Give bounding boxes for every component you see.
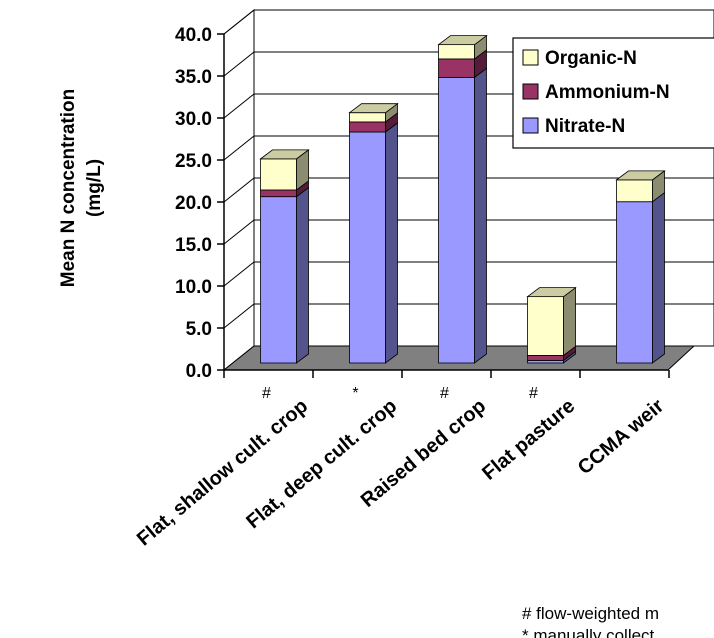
y-tick-label: 25.0: [175, 151, 212, 172]
bar-segment-organic-n: [438, 34, 487, 60]
gridline: [223, 261, 714, 287]
x-category-label: Flat pasture: [478, 395, 579, 485]
x-category-label: Flat, shallow cult. crop: [133, 395, 312, 550]
bar-top: [615, 170, 666, 181]
bar-side: [385, 122, 398, 364]
bar-segment-nitrate-n: [349, 122, 398, 364]
y-tick-label: 30.0: [175, 109, 212, 130]
gridline: [223, 9, 714, 35]
legend-label: Ammonium-N: [545, 82, 670, 103]
bar-segment-organic-n: [527, 286, 576, 357]
category-mark: *: [352, 385, 358, 402]
legend-box: [512, 37, 714, 149]
bar-front: [438, 44, 475, 60]
legend-swatch: [522, 49, 539, 66]
bar-segment-nitrate-n: [438, 67, 487, 364]
bar-segment-nitrate-n: [616, 191, 665, 364]
bar-front: [260, 196, 297, 364]
legend-label: Organic-N: [545, 48, 637, 69]
y-tick-label: 0.0: [186, 361, 212, 382]
x-axis: Flat, shallow cult. crop#Flat, deep cult…: [133, 369, 670, 550]
bar-side: [474, 67, 487, 364]
y-tick-label: 20.0: [175, 193, 212, 214]
bar-segment-organic-n: [260, 149, 309, 191]
bar-side: [296, 186, 309, 364]
bar-front: [438, 58, 475, 78]
bar-front: [527, 296, 564, 356]
legend-swatch: [522, 83, 539, 100]
bar-segment-nitrate-n: [260, 186, 309, 364]
bar-front: [260, 189, 297, 198]
category-mark: #: [262, 385, 271, 402]
x-category-label: Flat, deep cult. crop: [242, 395, 401, 533]
bar-front: [349, 131, 386, 364]
y-axis-label: Mean N concentration (mg/L): [58, 89, 105, 287]
bar-front: [616, 179, 653, 203]
legend-swatch: [522, 117, 539, 134]
footnotes: # flow-weighted m * manually collect: [522, 604, 659, 638]
bar-front: [438, 77, 475, 364]
bar-top: [437, 35, 488, 46]
bar-top: [259, 149, 310, 160]
category-mark: #: [440, 385, 449, 402]
y-axis-label-line2: (mg/L): [84, 159, 105, 217]
bar-front: [616, 201, 653, 364]
bar-side: [563, 286, 576, 357]
footnote-1: # flow-weighted m: [522, 604, 659, 623]
bar-front: [260, 158, 297, 191]
y-tick-label: 5.0: [186, 319, 212, 340]
legend-label: Nitrate-N: [545, 116, 625, 137]
bar-segment-organic-n: [616, 170, 665, 203]
y-axis: 0.0 5.0 10.0 15.0 20.0 25.0 30.0 35.0 40.0: [175, 25, 225, 382]
bar-top: [526, 287, 577, 298]
gridline: [223, 219, 714, 245]
legend: Organic-N Ammonium-N Nitrate-N: [512, 37, 714, 149]
y-axis-label-line1: Mean N concentration: [58, 89, 79, 287]
y-tick-label: 40.0: [175, 25, 212, 46]
bar-front: [349, 121, 386, 133]
gridline: [223, 177, 714, 203]
y-tick-label: 15.0: [175, 235, 212, 256]
bar-front: [349, 112, 386, 123]
bars: [259, 34, 666, 364]
bar-front: [527, 355, 564, 361]
footnote-2: * manually collect: [522, 626, 655, 638]
y-tick-label: 35.0: [175, 67, 212, 88]
y-tick-label: 10.0: [175, 277, 212, 298]
bar-side: [652, 191, 665, 364]
category-mark: #: [529, 385, 538, 402]
x-category-label: CCMA weir: [574, 395, 669, 479]
bar-top: [348, 103, 399, 114]
